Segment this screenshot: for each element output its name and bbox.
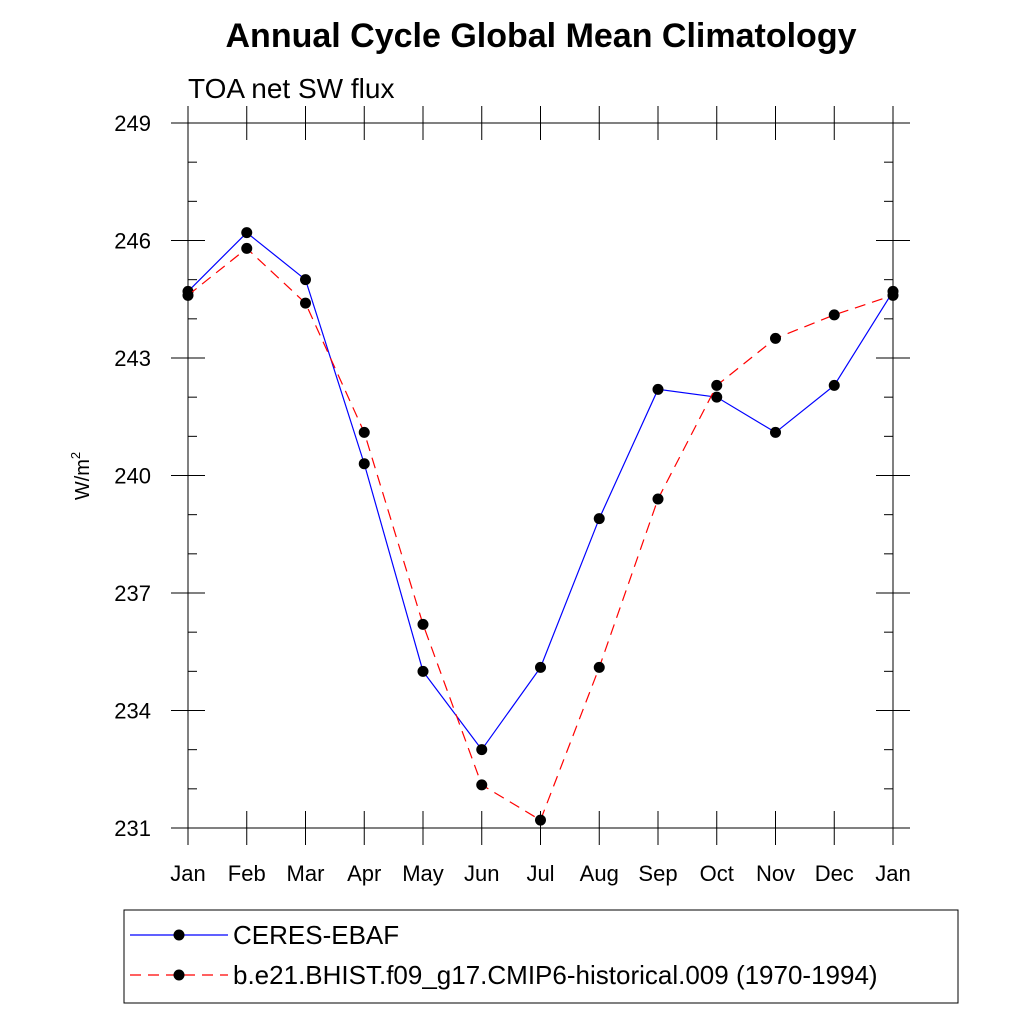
x-tick-label: Nov [756,861,795,886]
y-tick-label: 240 [114,464,151,489]
data-point [652,383,664,395]
x-tick-label: Mar [287,861,325,886]
data-point [770,426,781,438]
y-tick-label: 231 [114,816,151,841]
data-point [593,661,605,673]
data-point [417,665,429,677]
data-point [300,274,311,286]
y-axis-label: W/m2 [68,452,94,500]
x-tick-label: Apr [347,861,381,886]
x-tick-label: Jan [170,861,205,886]
y-tick-label: 234 [114,699,151,724]
series-line [187,247,894,822]
data-point [770,332,781,344]
legend-label: CERES-EBAF [233,920,399,950]
data-point [358,458,370,470]
series-2 [182,242,899,826]
data-point [535,661,546,673]
data-point [182,289,194,301]
data-point [417,618,429,630]
y-tick-label: 246 [114,229,151,254]
x-tick-label: Jul [526,861,554,886]
data-point [887,289,899,301]
x-tick-label: Jan [875,861,910,886]
x-tick-label: Oct [700,861,734,886]
data-point [241,242,253,254]
y-axis-label-unit: W/m [72,459,94,500]
axis-ticks: 231 234 237 240 243 246 249 Jan Feb Mar Apr May Jun J… [114,106,911,886]
series-layer [182,227,899,826]
x-tick-label: Sep [638,861,677,886]
legend-label: b.e21.BHIST.f09_g17.CMIP6-historical.009… [233,960,878,990]
data-point [711,391,723,403]
x-tick-label: Aug [580,861,619,886]
data-point [593,513,605,525]
legend-box [123,909,959,1004]
data-point [241,227,253,239]
data-point [652,493,664,505]
data-point [828,379,840,391]
legend: CERES-EBAF b.e21.BHIST.f09_g17.CMIP6-hist… [130,920,878,990]
legend-item-2: b.e21.BHIST.f09_g17.CMIP6-historical.009… [130,960,878,990]
y-axis-label-superscript: 2 [68,452,83,459]
data-point [828,309,840,321]
plot-frame [187,122,894,829]
data-point [711,379,723,391]
legend-marker [173,969,185,981]
series-1 [182,227,899,756]
data-point [535,814,546,826]
plot-axes [187,122,894,829]
y-tick-label: 237 [114,581,151,606]
x-tick-label: Dec [815,861,854,886]
chart-title: Annual Cycle Global Mean Climatology [226,17,857,55]
x-tick-label: Jun [464,861,499,886]
data-point [476,744,488,756]
data-point [300,297,311,309]
x-tick-label: Feb [228,861,266,886]
legend-item-1: CERES-EBAF [130,920,399,950]
data-point [476,779,488,791]
legend-marker [173,929,185,941]
chart-subtitle: TOA net SW flux [188,73,394,104]
x-tick-label: May [402,861,444,886]
y-tick-label: 243 [114,346,151,371]
y-tick-label: 249 [114,111,151,136]
data-point [358,426,370,438]
